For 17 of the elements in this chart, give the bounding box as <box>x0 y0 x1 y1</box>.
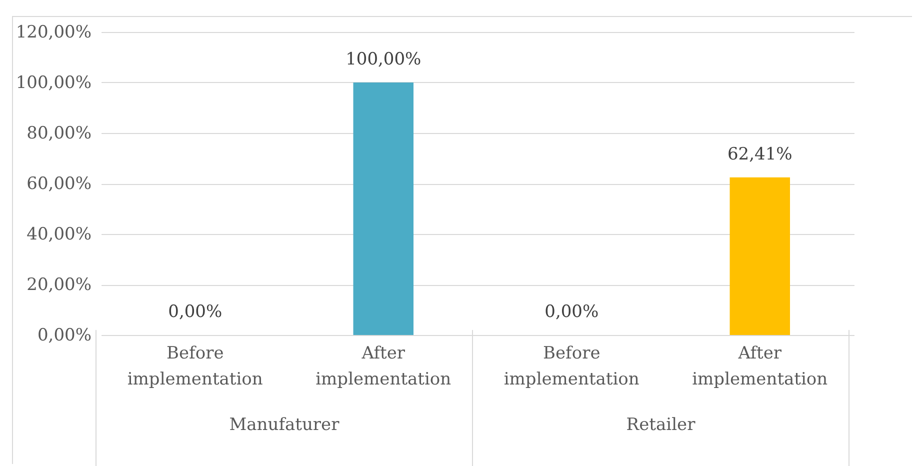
x-tick-label: Before implementation <box>504 344 640 390</box>
y-tick-label: 60,00% <box>26 174 92 194</box>
text: Retailer <box>626 415 696 435</box>
y-tick-label: 0,00% <box>37 326 92 346</box>
data-label: 0,00% <box>168 302 222 322</box>
y-tick-label: 40,00% <box>26 224 92 244</box>
x-tick-label: After implementation <box>316 344 452 390</box>
y-tick-label: 100,00% <box>16 73 92 93</box>
x-tick-label: Before implementation <box>127 344 263 390</box>
y-tick-label: 120,00% <box>16 22 92 42</box>
text: Manufaturer <box>229 415 340 435</box>
y-tick-label: 20,00% <box>26 275 92 295</box>
data-label: 100,00% <box>346 50 422 70</box>
data-label: 0,00% <box>544 302 599 322</box>
data-label: 62,41% <box>727 144 792 164</box>
y-tick-label: 80,00% <box>26 124 92 144</box>
x-tick-label: After implementation <box>692 344 828 390</box>
